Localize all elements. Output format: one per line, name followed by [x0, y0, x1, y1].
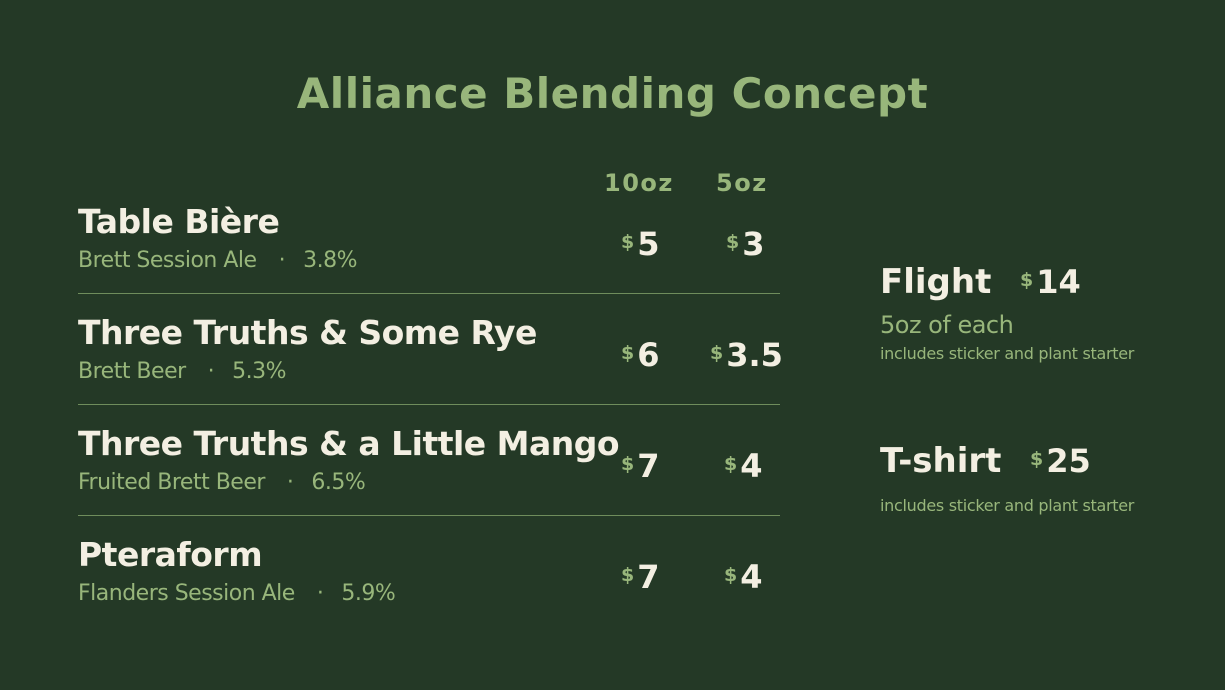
menu-title: Alliance Blending Concept [296, 69, 929, 118]
separator-dot: · [278, 248, 286, 273]
beer-name: Three Truths & Some Rye [78, 313, 537, 352]
price-value: 6 [637, 336, 660, 374]
price-10oz: $7 [621, 446, 660, 486]
tshirt-title: T-shirt [880, 441, 1002, 481]
row-divider [78, 293, 780, 294]
flight-price: $14 [1020, 261, 1081, 303]
currency-symbol: $ [710, 342, 724, 364]
currency-symbol: $ [726, 231, 740, 253]
price-5oz: $3 [726, 224, 765, 264]
beer-details: Brett Beer · 5.3% [78, 357, 287, 387]
price-value: 3 [742, 225, 765, 263]
currency-symbol: $ [621, 342, 635, 364]
beer-name: Three Truths & a Little Mango [78, 424, 620, 463]
beer-style: Fruited Brett Beer [78, 470, 265, 495]
beer-style: Brett Beer [78, 359, 186, 384]
beer-details: Fruited Brett Beer · 6.5% [78, 468, 366, 498]
beer-row: Three Truths & Some Rye Brett Beer · 5.3% … [78, 313, 783, 424]
beer-row: Three Truths & a Little Mango Fruited Br… [78, 424, 780, 535]
row-divider [78, 515, 780, 516]
beer-abv: 6.5% [311, 470, 366, 495]
beer-details: Flanders Session Ale · 5.9% [78, 579, 396, 609]
currency-symbol: $ [724, 453, 738, 475]
price-value: 14 [1036, 263, 1081, 301]
price-value: 7 [637, 447, 660, 485]
flight-note: includes sticker and plant starter [880, 344, 1135, 363]
separator-dot: · [286, 470, 294, 495]
price-value: 7 [637, 558, 660, 596]
price-value: 3.5 [726, 336, 783, 374]
tshirt-price: $25 [1030, 440, 1091, 482]
price-5oz: $4 [724, 446, 763, 486]
beer-abv: 5.3% [232, 359, 287, 384]
price-value: 5 [637, 225, 660, 263]
price-5oz: $3.5 [710, 335, 783, 375]
beer-abv: 3.8% [303, 248, 357, 273]
price-5oz: $4 [724, 557, 763, 597]
currency-symbol: $ [1030, 448, 1044, 470]
price-10oz: $5 [621, 224, 660, 264]
currency-symbol: $ [621, 564, 635, 586]
row-divider [78, 404, 780, 405]
currency-symbol: $ [1020, 269, 1034, 291]
beer-name: Table Bière [78, 202, 280, 241]
flight-description: 5oz of each [880, 311, 1014, 339]
price-10oz: $6 [621, 335, 660, 375]
price-10oz: $7 [621, 557, 660, 597]
flight-title: Flight [880, 262, 992, 302]
currency-symbol: $ [621, 231, 635, 253]
price-value: 4 [740, 447, 763, 485]
column-header-10oz: 10oz [604, 169, 674, 197]
beer-details: Brett Session Ale · 3.8% [78, 246, 357, 276]
tshirt-note: includes sticker and plant starter [880, 496, 1135, 515]
beer-name: Pteraform [78, 535, 263, 574]
column-header-5oz: 5oz [716, 169, 768, 197]
beer-row: Table Bière Brett Session Ale · 3.8% $5 $3 [78, 202, 780, 313]
price-value: 4 [740, 558, 763, 596]
currency-symbol: $ [621, 453, 635, 475]
separator-dot: · [316, 581, 324, 606]
separator-dot: · [207, 359, 215, 384]
beer-style: Brett Session Ale [78, 248, 257, 273]
beer-abv: 5.9% [341, 581, 396, 606]
beer-row: Pteraform Flanders Session Ale · 5.9% $7 $… [78, 535, 780, 646]
currency-symbol: $ [724, 564, 738, 586]
price-value: 25 [1046, 442, 1091, 480]
beer-style: Flanders Session Ale [78, 581, 295, 606]
